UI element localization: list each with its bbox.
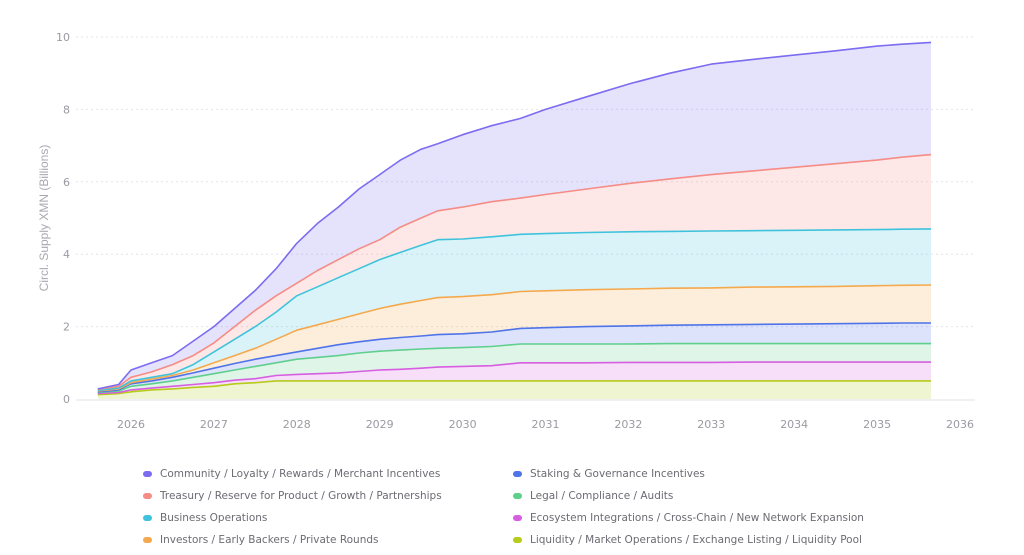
area-business xyxy=(97,228,932,391)
area-liquidity xyxy=(97,380,932,399)
x-tick-label: 2032 xyxy=(614,418,642,431)
legend-label: Ecosystem Integrations / Cross-Chain / N… xyxy=(530,512,864,524)
line-liquidity xyxy=(97,380,931,396)
x-tick-label: 2034 xyxy=(780,418,808,431)
area-investors xyxy=(97,285,932,392)
legend-swatch-icon xyxy=(513,471,522,477)
y-axis-title: Circl. Supply XMN (Billions) xyxy=(37,145,51,292)
x-tick-label: 2036 xyxy=(946,418,974,431)
legend-label: Investors / Early Backers / Private Roun… xyxy=(160,534,379,546)
y-tick-labels: 0 2 4 6 8 10 xyxy=(56,31,70,406)
legend-swatch-icon xyxy=(143,537,152,543)
y-tick-label: 2 xyxy=(63,321,70,334)
y-tick-label: 6 xyxy=(63,176,70,189)
legend-label: Treasury / Reserve for Product / Growth … xyxy=(160,490,442,502)
legend-swatch-icon xyxy=(513,515,522,521)
legend-swatch-icon xyxy=(143,471,152,477)
legend-item-treasury[interactable]: Treasury / Reserve for Product / Growth … xyxy=(143,488,513,504)
legend-label: Community / Loyalty / Rewards / Merchant… xyxy=(160,468,441,480)
x-tick-label: 2026 xyxy=(117,418,145,431)
line-ecosystem xyxy=(97,361,931,395)
y-tick-label: 8 xyxy=(63,103,70,116)
legend-item-investors[interactable]: Investors / Early Backers / Private Roun… xyxy=(143,532,513,548)
legend-item-liquidity[interactable]: Liquidity / Market Operations / Exchange… xyxy=(513,532,903,548)
legend-item-community[interactable]: Community / Loyalty / Rewards / Merchant… xyxy=(143,466,513,482)
legend-swatch-icon xyxy=(143,493,152,499)
x-tick-label: 2033 xyxy=(697,418,725,431)
legend-item-business-operations[interactable]: Business Operations xyxy=(143,510,513,526)
area-legal xyxy=(97,343,932,394)
area-treasury xyxy=(97,154,932,391)
series-areas xyxy=(97,42,932,399)
x-tick-label: 2029 xyxy=(366,418,394,431)
x-tick-label: 2027 xyxy=(200,418,228,431)
legend-item-legal[interactable]: Legal / Compliance / Audits xyxy=(513,488,903,504)
x-tick-label: 2028 xyxy=(283,418,311,431)
legend-swatch-icon xyxy=(513,493,522,499)
stacked-area-chart: 0 2 4 6 8 10 2026 2027 2028 2029 2030 2031 2032 2033… xyxy=(37,31,975,431)
area-ecosystem xyxy=(97,362,932,395)
legend-label: Liquidity / Market Operations / Exchange… xyxy=(530,534,862,546)
line-treasury xyxy=(97,153,932,390)
legend-swatch-icon xyxy=(143,515,152,521)
y-tick-label: 0 xyxy=(63,393,70,406)
x-tick-label: 2030 xyxy=(449,418,477,431)
line-community xyxy=(97,41,932,390)
legend-label: Legal / Compliance / Audits xyxy=(530,490,674,502)
line-business xyxy=(97,228,932,392)
series-lines xyxy=(97,41,932,396)
legend-swatch-icon xyxy=(513,537,522,543)
line-investors xyxy=(97,284,932,392)
legend-label: Business Operations xyxy=(160,512,268,524)
y-tick-label: 10 xyxy=(56,31,70,44)
x-tick-labels: 2026 2027 2028 2029 2030 2031 2032 2033 2034 2035… xyxy=(117,418,974,431)
legend-label: Staking & Governance Incentives xyxy=(530,468,705,480)
legend-item-staking[interactable]: Staking & Governance Incentives xyxy=(513,466,903,482)
y-tick-label: 4 xyxy=(63,248,70,261)
line-staking xyxy=(97,322,931,393)
area-community xyxy=(97,42,932,390)
line-legal xyxy=(97,342,931,394)
legend-item-ecosystem[interactable]: Ecosystem Integrations / Cross-Chain / N… xyxy=(513,510,903,526)
x-tick-label: 2031 xyxy=(532,418,560,431)
area-staking xyxy=(97,323,932,393)
x-tick-label: 2035 xyxy=(863,418,891,431)
legend: Community / Loyalty / Rewards / Merchant… xyxy=(143,466,903,548)
